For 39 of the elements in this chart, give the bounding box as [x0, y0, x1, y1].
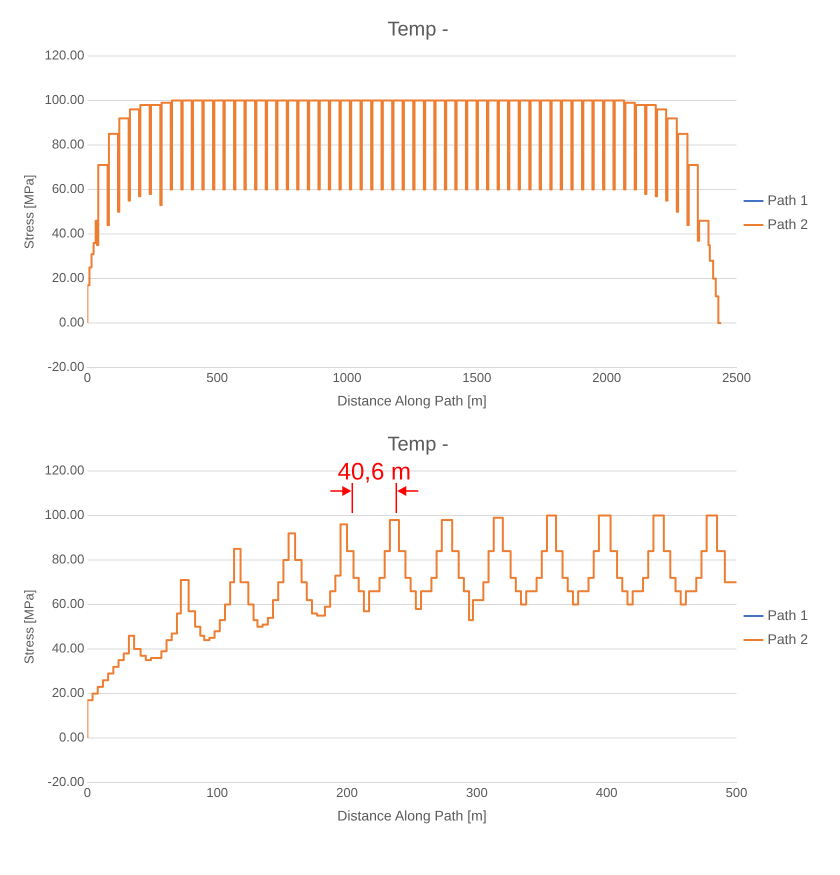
y-tick-label: 40.00	[52, 640, 84, 656]
y-axis-title: Stress [MPa]	[21, 174, 36, 250]
x-tick-label: 2500	[722, 370, 751, 385]
x-tick-label: 1500	[462, 370, 492, 385]
x-tick-label: 0	[84, 784, 91, 800]
x-tick-label: 0	[84, 370, 91, 385]
y-tick-label: 120.00	[44, 462, 84, 478]
y-tick-label: 120.00	[44, 48, 84, 63]
y-tick-label: 20.00	[52, 270, 84, 286]
y-tick-label: 0.00	[59, 314, 84, 330]
y-tick-label: 60.00	[52, 596, 84, 612]
y-tick-label: 100.00	[44, 92, 84, 108]
legend-label: Path 2	[768, 630, 808, 647]
legend-label: Path 1	[768, 192, 808, 208]
x-axis-title: Distance Along Path [m]	[337, 392, 487, 408]
y-tick-label: 20.00	[52, 685, 84, 700]
x-tick-label: 500	[726, 784, 748, 800]
x-tick-label: 400	[596, 784, 618, 800]
y-tick-label: 60.00	[52, 181, 84, 196]
chart-title: Temp -	[387, 18, 449, 41]
legend-label: Path 2	[768, 216, 808, 232]
x-tick-label: 200	[336, 784, 358, 800]
y-tick-label: 0.00	[59, 730, 84, 745]
y-tick-label: 80.00	[52, 136, 84, 152]
annotation: 40,6 m	[338, 458, 411, 486]
y-tick-label: -20.00	[47, 774, 84, 790]
y-axis-title: Stress [MPa]	[21, 590, 36, 664]
x-tick-label: 500	[206, 370, 228, 385]
y-tick-label: 100.00	[44, 507, 84, 522]
y-tick-label: 40.00	[52, 226, 84, 241]
legend-label: Path 1	[768, 606, 808, 623]
x-axis-title: Distance Along Path [m]	[337, 807, 487, 824]
y-tick-label: 80.00	[52, 552, 84, 567]
x-tick-label: 1000	[332, 370, 362, 385]
y-tick-label: -20.00	[47, 359, 84, 374]
chart-title: Temp -	[387, 434, 449, 456]
x-tick-label: 100	[206, 784, 228, 800]
x-tick-label: 300	[466, 784, 488, 800]
x-tick-label: 2000	[592, 370, 622, 385]
